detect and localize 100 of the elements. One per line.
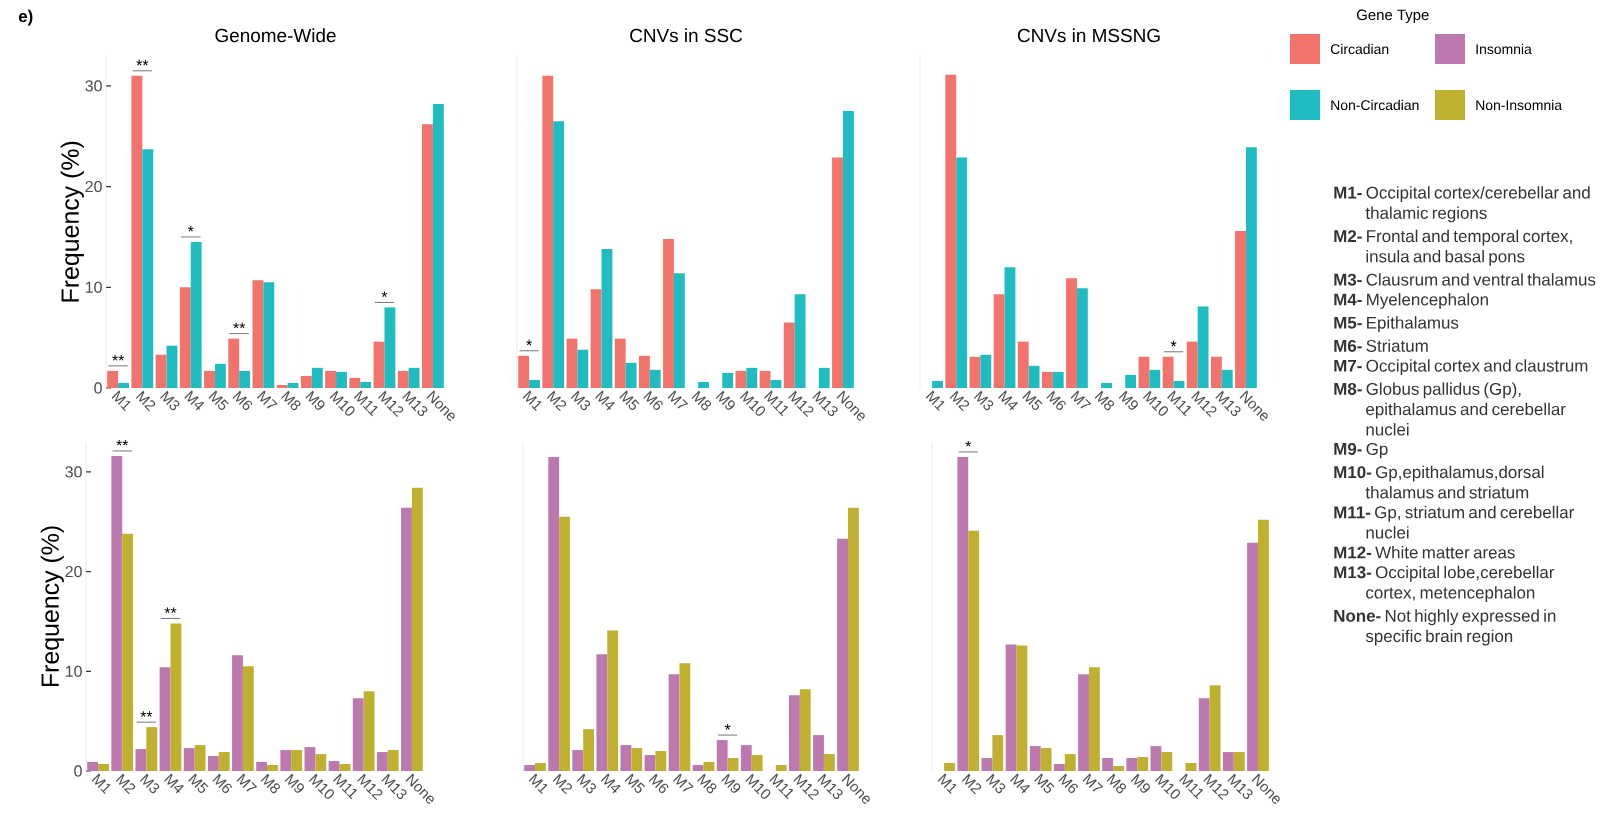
annotation: *	[724, 724, 731, 730]
bar	[1221, 369, 1233, 388]
annotation: **	[136, 59, 149, 66]
text: None- Not highly expressed in specific brain region	[1334, 609, 1556, 646]
bar	[159, 667, 171, 771]
bar	[194, 745, 206, 771]
bar	[1102, 758, 1114, 771]
x-tick-label: M7	[1070, 390, 1092, 409]
x-tick-label: M2	[115, 773, 136, 795]
x-tick-label: M13	[402, 390, 428, 417]
bar	[1064, 754, 1076, 771]
x-tick-label: M5	[208, 390, 229, 410]
bar	[789, 695, 800, 771]
x-tick-label: M8	[1094, 390, 1115, 411]
bar	[596, 654, 608, 771]
bar	[242, 666, 254, 771]
bar	[1197, 306, 1209, 388]
bar	[775, 765, 787, 771]
bar	[607, 630, 619, 771]
bar	[668, 674, 680, 771]
x-tick-label: M4	[1010, 773, 1030, 794]
bar	[267, 765, 278, 771]
x-tick-label: M6	[212, 773, 232, 794]
x-tick-label: M7	[236, 773, 258, 792]
bar	[727, 758, 739, 771]
x-tick-label: M4	[595, 390, 615, 411]
bar	[352, 698, 364, 771]
text: e)	[18, 9, 33, 26]
bar	[300, 375, 312, 388]
bar	[794, 294, 806, 388]
bar	[818, 367, 830, 388]
bar	[432, 104, 444, 388]
bar	[1088, 667, 1100, 771]
bar	[228, 338, 240, 388]
bar	[981, 758, 993, 771]
x-tick-label: M5	[188, 773, 209, 793]
x-tick-label: M6	[648, 773, 669, 794]
bar	[644, 755, 656, 771]
x-tick-label: M3	[139, 773, 160, 794]
x-tick-label: M7	[256, 390, 278, 409]
bar	[553, 121, 565, 388]
bar	[1138, 356, 1150, 388]
bar	[408, 367, 420, 388]
bar	[155, 354, 167, 388]
bar	[252, 280, 264, 388]
text: M3- Clausrum and ventral thalamus	[1334, 273, 1596, 286]
x-tick-label: M9	[284, 773, 304, 793]
x-tick-label: M2	[961, 773, 982, 795]
x-tick-label: M3	[570, 390, 591, 411]
bar	[1029, 746, 1041, 771]
bar	[336, 371, 347, 388]
bar	[1053, 764, 1065, 771]
bar	[631, 748, 643, 771]
x-tick-label: M1	[522, 390, 542, 412]
text: M5- Epithalamus	[1334, 316, 1459, 333]
bar	[373, 341, 385, 388]
x-tick-label: M2	[949, 390, 970, 412]
bar	[239, 370, 251, 388]
x-tick-label: M4	[184, 390, 205, 411]
bar	[625, 362, 637, 388]
bar	[1005, 644, 1017, 771]
bar	[179, 287, 191, 388]
bar	[722, 372, 734, 388]
text: M2- Frontal and temporal cortex, insula and basal pons	[1334, 229, 1572, 266]
bar	[1016, 645, 1028, 771]
legend-label: Circadian	[1330, 43, 1389, 55]
bar	[146, 727, 158, 771]
x-tick-label: M9	[715, 390, 735, 410]
bar	[111, 455, 123, 771]
bar	[1028, 365, 1040, 388]
bar	[1125, 374, 1137, 388]
bar	[276, 384, 288, 388]
bar	[524, 765, 536, 771]
bar	[1233, 752, 1245, 771]
bar	[1222, 752, 1234, 771]
bar	[655, 751, 667, 771]
bar	[263, 282, 275, 388]
x-tick-label: M8	[260, 773, 280, 794]
bar	[291, 750, 303, 771]
bar	[387, 750, 399, 771]
x-tick-label: M10	[308, 773, 335, 799]
bar	[411, 487, 423, 771]
bar	[315, 754, 327, 771]
x-tick-label: M6	[643, 390, 663, 411]
bar	[218, 752, 230, 771]
bar	[944, 763, 955, 771]
bar	[548, 456, 560, 771]
bar	[969, 356, 981, 388]
bar	[1161, 752, 1173, 771]
bar	[98, 764, 109, 771]
bar	[770, 379, 782, 388]
x-tick-label: M7	[667, 390, 689, 409]
x-tick-label: M4	[164, 773, 184, 794]
bar	[638, 355, 650, 388]
bar	[304, 747, 316, 771]
legend-label: Non-Circadian	[1331, 99, 1419, 111]
x-tick-label: M4	[600, 773, 621, 794]
bar	[1209, 685, 1221, 771]
text: M4- Myelencephalon	[1334, 293, 1488, 309]
bar	[256, 762, 268, 771]
